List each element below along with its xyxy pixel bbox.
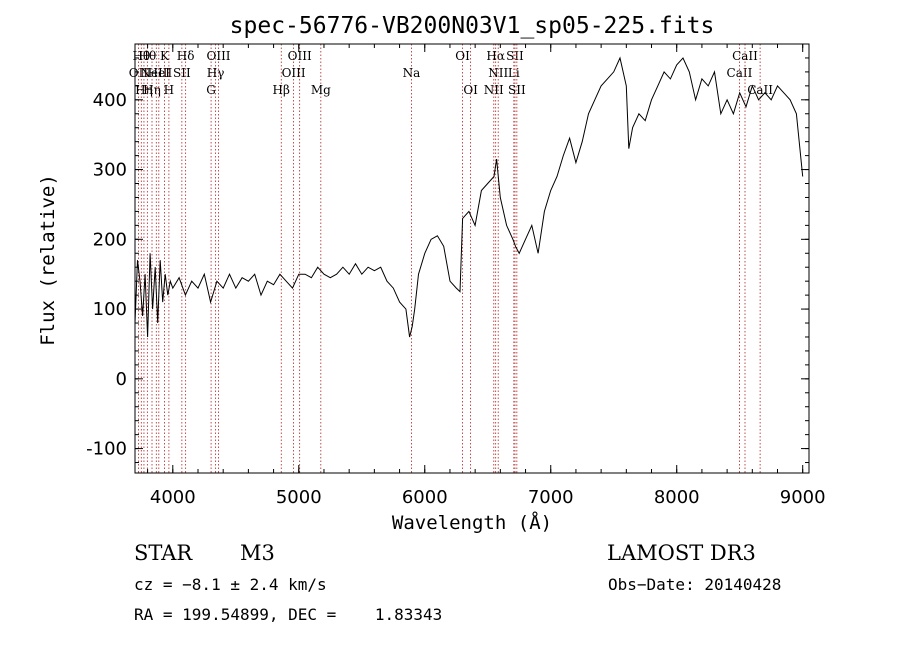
line-marker-label: OIII xyxy=(206,49,230,63)
y-tick-label: 200 xyxy=(93,229,127,250)
line-marker-label: Hθ xyxy=(138,49,156,63)
line-marker-label: HeI xyxy=(148,66,171,80)
line-marker-label: NII xyxy=(484,83,504,97)
survey-name: LAMOST DR3 xyxy=(607,541,756,565)
observation-date: Obs−Date: 20140428 xyxy=(608,575,782,594)
x-tick-label: 7000 xyxy=(528,487,574,508)
y-tick-label: 0 xyxy=(116,369,127,390)
chart-title: spec-56776-VB200N03V1_sp05-225.fits xyxy=(230,13,715,39)
object-subclass: M3 xyxy=(240,541,275,565)
line-marker-label: SII xyxy=(506,49,524,63)
line-marker-label: OI xyxy=(463,83,478,97)
x-tick-label: 6000 xyxy=(402,487,448,508)
line-marker-label: H xyxy=(164,83,174,97)
line-marker-label: NII xyxy=(488,66,508,80)
line-marker-label: Mg xyxy=(311,83,331,97)
line-marker-label: Hγ xyxy=(207,66,225,80)
object-class: STAR xyxy=(134,541,193,565)
line-marker-label: OIII xyxy=(282,66,306,80)
spectral-line-markers: OIIHθHηHθHηNeIIIHeIKHSIIHδGHγOIIIHβOIIIO… xyxy=(129,44,773,473)
x-axis-ticks: 4000 5000 6000 7000 8000 9000 xyxy=(147,44,826,508)
x-tick-label: 4000 xyxy=(150,487,196,508)
line-marker-label: CaII xyxy=(747,83,773,97)
line-marker-label: CaII xyxy=(727,66,753,80)
line-marker-label: SII xyxy=(173,66,191,80)
line-marker-label: OIII xyxy=(288,49,312,63)
line-marker-label: Hη xyxy=(143,83,161,97)
line-marker-label: Na xyxy=(403,66,421,80)
line-marker-label: Hα xyxy=(486,49,505,63)
coordinates: RA = 199.54899, DEC = 1.83343 xyxy=(134,605,443,624)
line-marker-label: CaII xyxy=(732,49,758,63)
line-marker-label: OI xyxy=(455,49,470,63)
y-axis-label: Flux (relative) xyxy=(37,174,59,346)
plot-frame xyxy=(134,43,810,474)
redshift-cz: cz = −8.1 ± 2.4 km/s xyxy=(134,575,327,594)
x-axis-label: Wavelength (Å) xyxy=(392,511,552,534)
y-tick-label: 400 xyxy=(93,90,127,111)
line-marker-label: G xyxy=(206,83,216,97)
x-tick-label: 9000 xyxy=(780,487,826,508)
line-marker-label: Hδ xyxy=(177,49,195,63)
x-tick-label: 8000 xyxy=(654,487,700,508)
line-marker-label: Li xyxy=(508,66,520,80)
line-marker-label: Hβ xyxy=(273,83,290,97)
y-tick-label: 300 xyxy=(93,160,127,181)
y-tick-label: -100 xyxy=(86,439,127,460)
line-marker-label: SII xyxy=(508,83,526,97)
y-axis-ticks: -100 0 100 200 300 400 xyxy=(86,43,809,464)
flux-series-line xyxy=(134,56,804,338)
x-tick-label: 5000 xyxy=(276,487,322,508)
line-marker-label: OII xyxy=(129,66,149,80)
y-tick-label: 100 xyxy=(93,299,127,320)
line-marker-label: Hη xyxy=(135,83,153,97)
line-marker-label: K xyxy=(160,49,170,63)
line-marker-label: Hθ xyxy=(132,49,150,63)
